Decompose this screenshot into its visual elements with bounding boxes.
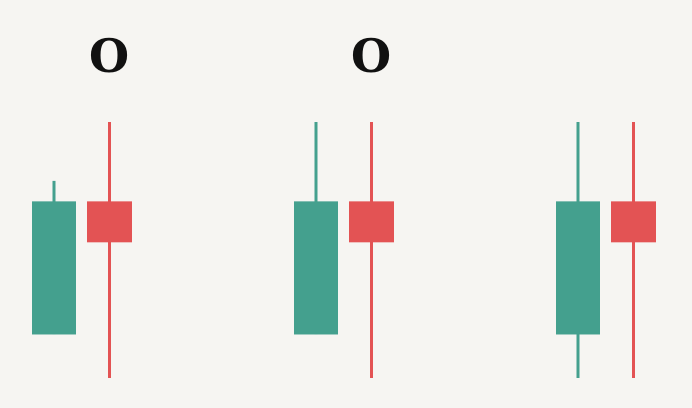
candle-group-3 [556,122,656,378]
bearish-candle-body-1 [87,201,132,243]
group-label-1: O [89,29,129,83]
candle-group-1 [32,122,132,378]
group-labels: O O [89,29,391,83]
bearish-candle-body-3 [611,201,656,243]
bullish-candle-body-2 [294,201,338,335]
bearish-candle-body-2 [349,201,394,243]
bullish-candle-body-3 [556,201,600,335]
candle-group-2 [294,122,394,378]
group-label-2: O [351,29,391,83]
bullish-candle-body-1 [32,201,76,335]
candles-layer [32,122,656,378]
